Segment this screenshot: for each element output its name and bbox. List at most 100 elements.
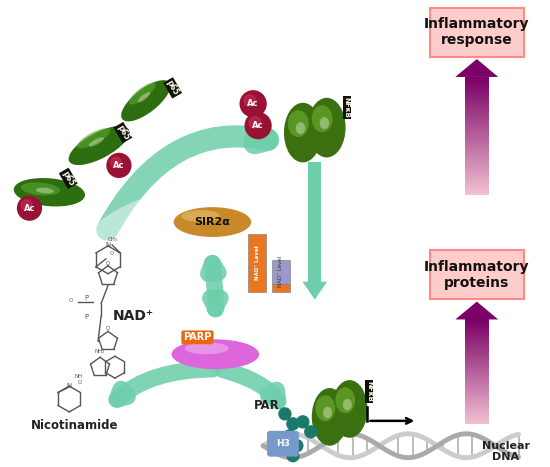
Polygon shape bbox=[465, 142, 489, 144]
Polygon shape bbox=[465, 323, 489, 325]
Polygon shape bbox=[465, 333, 489, 335]
FancyArrowPatch shape bbox=[208, 263, 218, 292]
Circle shape bbox=[249, 117, 261, 128]
Text: NFκB: NFκB bbox=[344, 97, 350, 118]
Polygon shape bbox=[465, 120, 489, 122]
Ellipse shape bbox=[182, 210, 220, 222]
Polygon shape bbox=[465, 418, 489, 420]
Ellipse shape bbox=[89, 137, 104, 147]
Polygon shape bbox=[465, 361, 489, 363]
Polygon shape bbox=[465, 406, 489, 408]
Polygon shape bbox=[465, 95, 489, 97]
Polygon shape bbox=[465, 375, 489, 377]
Ellipse shape bbox=[312, 105, 333, 132]
Circle shape bbox=[284, 430, 296, 442]
Polygon shape bbox=[465, 140, 489, 142]
Polygon shape bbox=[465, 337, 489, 339]
Polygon shape bbox=[465, 365, 489, 367]
Polygon shape bbox=[465, 91, 489, 93]
Polygon shape bbox=[465, 330, 489, 332]
Polygon shape bbox=[465, 108, 489, 111]
Polygon shape bbox=[465, 126, 489, 128]
Polygon shape bbox=[465, 346, 489, 347]
Ellipse shape bbox=[323, 407, 332, 418]
FancyArrowPatch shape bbox=[223, 370, 278, 401]
Polygon shape bbox=[465, 152, 489, 154]
Polygon shape bbox=[465, 114, 489, 116]
Polygon shape bbox=[465, 89, 489, 91]
Polygon shape bbox=[465, 372, 489, 374]
Text: NFκB: NFκB bbox=[366, 381, 372, 402]
Circle shape bbox=[245, 113, 271, 139]
FancyBboxPatch shape bbox=[267, 431, 299, 457]
Ellipse shape bbox=[185, 342, 228, 354]
Polygon shape bbox=[465, 118, 489, 120]
Polygon shape bbox=[465, 150, 489, 152]
Polygon shape bbox=[465, 403, 489, 405]
Text: O: O bbox=[78, 380, 82, 385]
Polygon shape bbox=[465, 174, 489, 176]
Polygon shape bbox=[465, 386, 489, 387]
Ellipse shape bbox=[288, 110, 309, 137]
Ellipse shape bbox=[316, 395, 335, 421]
Ellipse shape bbox=[129, 83, 156, 105]
Polygon shape bbox=[465, 398, 489, 399]
Circle shape bbox=[297, 416, 309, 428]
Circle shape bbox=[107, 154, 131, 177]
Polygon shape bbox=[465, 339, 489, 340]
Polygon shape bbox=[465, 181, 489, 184]
Polygon shape bbox=[465, 160, 489, 162]
Polygon shape bbox=[465, 148, 489, 150]
Ellipse shape bbox=[320, 117, 329, 129]
Ellipse shape bbox=[69, 126, 129, 165]
Polygon shape bbox=[465, 405, 489, 406]
Polygon shape bbox=[465, 176, 489, 177]
Text: NAD⁺: NAD⁺ bbox=[112, 310, 153, 324]
Polygon shape bbox=[465, 87, 489, 89]
Ellipse shape bbox=[296, 122, 305, 134]
Polygon shape bbox=[465, 377, 489, 379]
Polygon shape bbox=[302, 282, 327, 300]
Polygon shape bbox=[465, 116, 489, 118]
Polygon shape bbox=[465, 113, 489, 114]
Polygon shape bbox=[465, 83, 489, 85]
Polygon shape bbox=[465, 387, 489, 389]
Polygon shape bbox=[465, 134, 489, 136]
Text: CH₃: CH₃ bbox=[108, 237, 118, 242]
Polygon shape bbox=[455, 302, 498, 319]
Ellipse shape bbox=[332, 380, 367, 438]
Polygon shape bbox=[465, 328, 489, 330]
Ellipse shape bbox=[336, 387, 355, 413]
Polygon shape bbox=[465, 97, 489, 99]
Polygon shape bbox=[465, 77, 489, 79]
Polygon shape bbox=[465, 158, 489, 160]
Ellipse shape bbox=[174, 207, 251, 237]
Polygon shape bbox=[465, 396, 489, 398]
Polygon shape bbox=[465, 332, 489, 333]
Polygon shape bbox=[465, 154, 489, 156]
Bar bbox=[272, 260, 290, 283]
Polygon shape bbox=[465, 156, 489, 158]
Polygon shape bbox=[465, 356, 489, 358]
Circle shape bbox=[240, 91, 266, 117]
Polygon shape bbox=[465, 136, 489, 138]
Text: p65: p65 bbox=[60, 169, 76, 187]
Polygon shape bbox=[465, 85, 489, 87]
FancyArrowPatch shape bbox=[117, 369, 213, 399]
Ellipse shape bbox=[36, 188, 54, 193]
Text: P: P bbox=[84, 295, 88, 301]
Polygon shape bbox=[465, 347, 489, 349]
Polygon shape bbox=[465, 412, 489, 413]
Ellipse shape bbox=[138, 92, 150, 102]
Polygon shape bbox=[465, 415, 489, 417]
Text: Inflammatory
proteins: Inflammatory proteins bbox=[424, 260, 530, 290]
Polygon shape bbox=[465, 105, 489, 106]
Polygon shape bbox=[465, 130, 489, 132]
Polygon shape bbox=[465, 370, 489, 372]
Polygon shape bbox=[465, 367, 489, 368]
Circle shape bbox=[287, 418, 299, 430]
Text: Ac: Ac bbox=[252, 121, 264, 130]
Polygon shape bbox=[465, 179, 489, 181]
Polygon shape bbox=[465, 162, 489, 163]
Circle shape bbox=[291, 440, 303, 452]
